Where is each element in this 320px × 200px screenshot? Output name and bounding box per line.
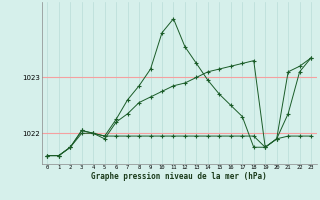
X-axis label: Graphe pression niveau de la mer (hPa): Graphe pression niveau de la mer (hPa) (91, 172, 267, 181)
